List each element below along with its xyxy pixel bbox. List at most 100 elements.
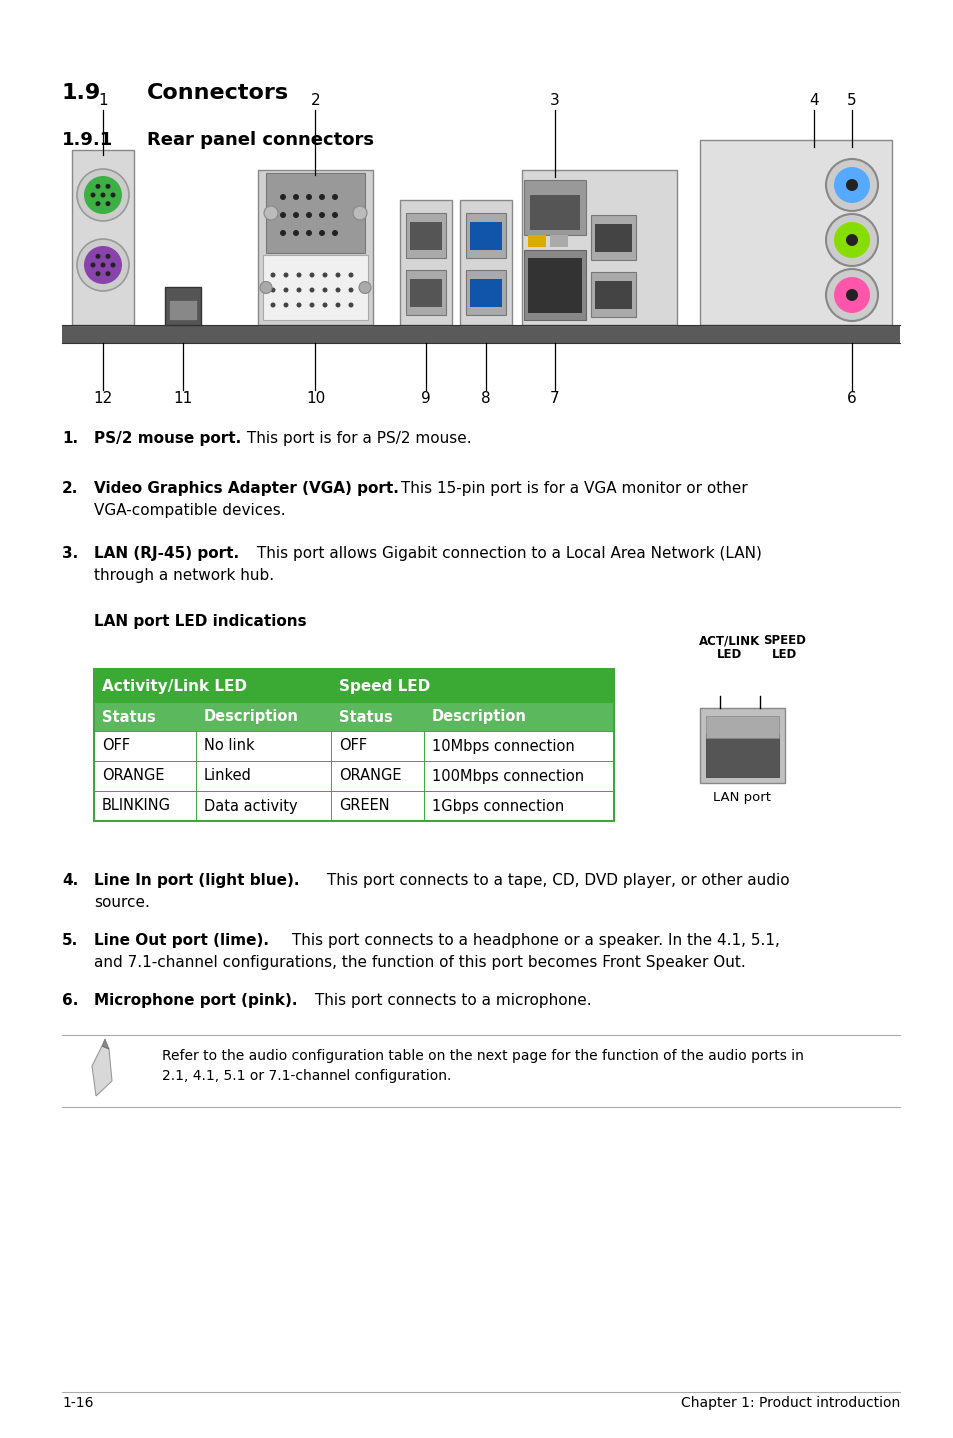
Circle shape xyxy=(271,288,275,292)
Circle shape xyxy=(283,288,288,292)
Text: 4: 4 xyxy=(808,93,818,108)
Circle shape xyxy=(91,193,95,197)
Text: LAN port LED indications: LAN port LED indications xyxy=(94,614,306,628)
Bar xyxy=(700,707,784,784)
Circle shape xyxy=(106,255,111,259)
Circle shape xyxy=(283,272,288,278)
Circle shape xyxy=(280,211,286,219)
Circle shape xyxy=(845,234,857,246)
Circle shape xyxy=(348,302,354,308)
Circle shape xyxy=(111,193,115,197)
Text: Refer to the audio configuration table on the next page for the function of the : Refer to the audio configuration table o… xyxy=(162,1048,803,1063)
Text: Speed LED: Speed LED xyxy=(338,679,430,693)
Bar xyxy=(527,257,581,313)
Circle shape xyxy=(348,288,354,292)
Circle shape xyxy=(106,272,111,276)
Bar xyxy=(410,279,441,306)
Circle shape xyxy=(77,239,129,290)
Circle shape xyxy=(845,178,857,191)
Circle shape xyxy=(833,278,869,313)
Text: 1: 1 xyxy=(98,93,108,108)
Text: 1.: 1. xyxy=(62,431,78,446)
Text: ORANGE: ORANGE xyxy=(102,768,164,784)
Circle shape xyxy=(271,302,275,308)
Circle shape xyxy=(283,302,288,308)
Text: Connectors: Connectors xyxy=(147,83,289,104)
Text: 1-16: 1-16 xyxy=(62,1396,93,1411)
Bar xyxy=(595,280,631,309)
Circle shape xyxy=(309,288,314,292)
Bar xyxy=(94,669,614,821)
Circle shape xyxy=(332,194,337,200)
Text: OFF: OFF xyxy=(338,739,367,754)
Circle shape xyxy=(84,175,122,214)
Bar xyxy=(94,731,614,761)
Bar xyxy=(62,325,899,344)
Bar xyxy=(595,224,631,252)
Bar xyxy=(94,761,614,791)
Text: 11: 11 xyxy=(173,391,193,406)
Bar xyxy=(94,669,614,703)
Text: This port connects to a tape, CD, DVD player, or other audio: This port connects to a tape, CD, DVD pl… xyxy=(322,873,789,889)
Circle shape xyxy=(348,272,354,278)
Text: 1.9: 1.9 xyxy=(62,83,101,104)
Circle shape xyxy=(309,272,314,278)
Text: PS/2 mouse port.: PS/2 mouse port. xyxy=(94,431,241,446)
Bar xyxy=(523,250,585,321)
Bar xyxy=(165,288,201,325)
Text: Chapter 1: Product introduction: Chapter 1: Product introduction xyxy=(680,1396,899,1411)
Text: GREEN: GREEN xyxy=(338,798,389,814)
Bar xyxy=(527,234,545,247)
Bar xyxy=(465,270,505,315)
Text: 6: 6 xyxy=(846,391,856,406)
Text: Description: Description xyxy=(432,709,526,725)
Bar xyxy=(410,221,441,250)
Text: This port connects to a microphone.: This port connects to a microphone. xyxy=(310,994,591,1008)
Bar xyxy=(169,301,196,321)
Circle shape xyxy=(845,289,857,301)
Text: 5: 5 xyxy=(846,93,856,108)
Bar xyxy=(590,216,636,260)
Circle shape xyxy=(833,167,869,203)
Circle shape xyxy=(335,302,340,308)
Text: 4.: 4. xyxy=(62,873,78,889)
Text: Data activity: Data activity xyxy=(204,798,297,814)
Circle shape xyxy=(91,263,95,267)
Bar xyxy=(263,255,368,321)
Circle shape xyxy=(332,230,337,236)
Text: 3: 3 xyxy=(550,93,559,108)
Bar xyxy=(470,221,501,250)
Bar xyxy=(470,279,501,306)
Circle shape xyxy=(322,272,327,278)
Bar xyxy=(406,270,446,315)
Circle shape xyxy=(95,201,100,206)
Text: Status: Status xyxy=(102,709,155,725)
Bar xyxy=(590,272,636,316)
Circle shape xyxy=(318,211,325,219)
Polygon shape xyxy=(102,1040,109,1048)
Circle shape xyxy=(95,272,100,276)
Text: Line Out port (lime).: Line Out port (lime). xyxy=(94,933,269,948)
Circle shape xyxy=(825,160,877,211)
Circle shape xyxy=(332,211,337,219)
Bar xyxy=(705,733,779,777)
Bar xyxy=(700,139,891,325)
Circle shape xyxy=(100,193,106,197)
Circle shape xyxy=(296,272,301,278)
Circle shape xyxy=(306,230,312,236)
Circle shape xyxy=(95,184,100,188)
Circle shape xyxy=(322,302,327,308)
Text: Activity/Link LED: Activity/Link LED xyxy=(102,679,247,693)
Circle shape xyxy=(293,194,298,200)
Circle shape xyxy=(296,288,301,292)
Bar xyxy=(71,150,133,325)
Circle shape xyxy=(106,201,111,206)
Text: This port connects to a headphone or a speaker. In the 4.1, 5.1,: This port connects to a headphone or a s… xyxy=(287,933,779,948)
Circle shape xyxy=(322,288,327,292)
Bar xyxy=(530,196,579,230)
Text: LAN (RJ-45) port.: LAN (RJ-45) port. xyxy=(94,546,239,561)
Text: 3.: 3. xyxy=(62,546,78,561)
Text: VGA-compatible devices.: VGA-compatible devices. xyxy=(94,503,285,518)
Text: 2: 2 xyxy=(311,93,320,108)
Bar xyxy=(266,173,365,253)
